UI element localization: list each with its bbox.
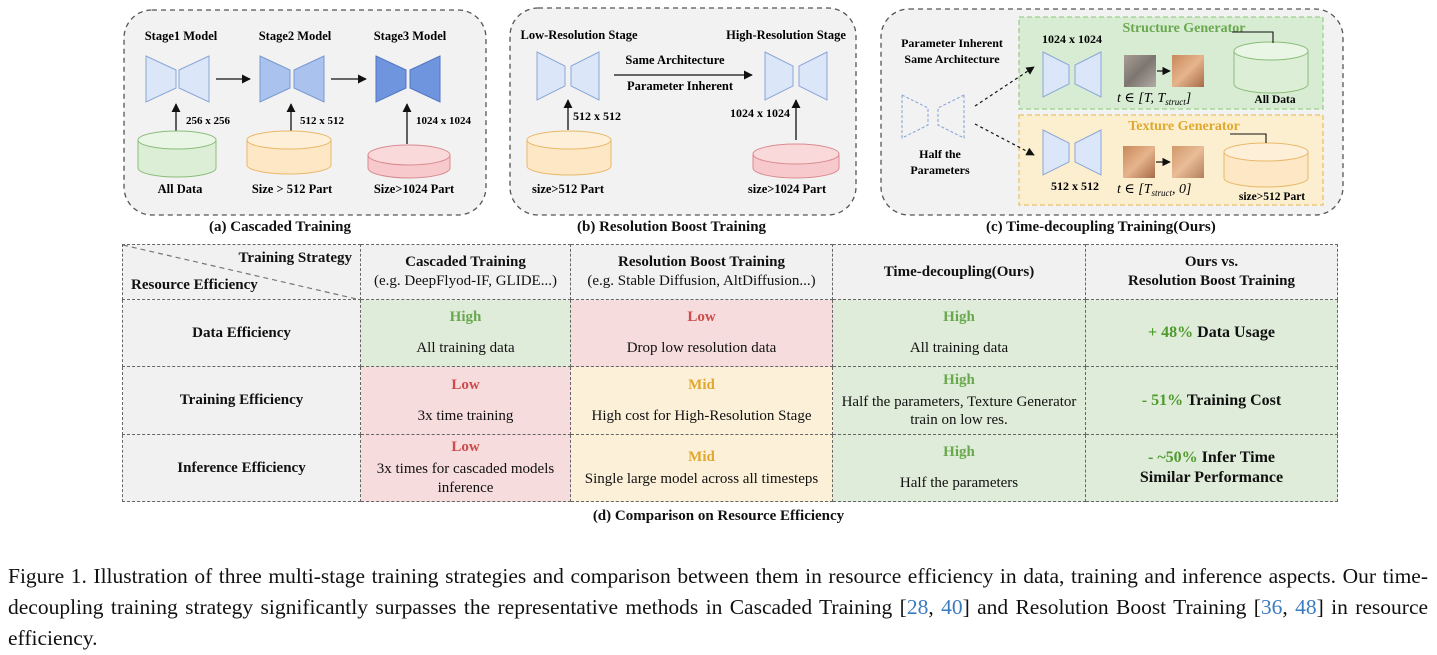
half-line1: Half the <box>919 147 961 161</box>
cell-inference-cascaded: Low 3x times for cascaded models inferenc… <box>360 434 571 502</box>
res-1024-label: 1024 x 1024 <box>416 115 472 127</box>
header-time-decoupling: Time-decoupling(Ours) <box>832 244 1086 300</box>
structure-feed-line <box>1232 31 1274 43</box>
cell-data-ours: High All training data <box>832 299 1086 367</box>
citation-link[interactable]: 48 <box>1295 595 1317 619</box>
caption-c: (c) Time-decoupling Training(Ours) <box>986 219 1216 235</box>
all-data-label: All Data <box>158 182 204 196</box>
stage1-model-icon <box>145 55 210 103</box>
figure-caption: Figure 1. Illustration of three multi-st… <box>8 564 1429 650</box>
caption-b: (b) Resolution Boost Training <box>577 219 767 235</box>
res-512-label: 512 x 512 <box>300 115 345 127</box>
cell-training-compare: - 51% Training Cost <box>1085 366 1338 435</box>
citation-link[interactable]: 28 <box>906 595 929 619</box>
citation-link[interactable]: 40 <box>941 595 963 619</box>
cell-inference-compare: - ~50% Infer Time Similar Performance <box>1085 434 1338 502</box>
high-res-model-icon <box>764 51 828 101</box>
corner-resource-efficiency: Resource Efficiency <box>131 277 258 294</box>
texture-res-label: 512 x 512 <box>1051 179 1099 193</box>
table-row: Training Efficiency Low 3x time training … <box>122 366 1338 435</box>
corner-training-strategy: Training Strategy <box>238 250 352 266</box>
panel-a-cascaded: Stage1 Model Stage2 Model Stage3 Model 2… <box>123 9 487 216</box>
structure-res-label: 1024 x 1024 <box>1042 32 1102 46</box>
high-res-database-icon <box>752 143 840 179</box>
row-label-data: Data Efficiency <box>122 299 361 367</box>
cell-data-boost: Low Drop low resolution data <box>570 299 833 367</box>
low-res-model-icon <box>536 51 600 101</box>
cell-training-boost: Mid High cost for High-Resolution Stage <box>570 366 833 435</box>
stage3-label: Stage3 Model <box>374 29 447 43</box>
coarse-image-icon <box>1172 55 1204 87</box>
parameter-inherent-label: Parameter Inherent <box>627 79 734 93</box>
noise-image-icon <box>1124 55 1156 87</box>
high-res-label: 1024 x 1024 <box>730 106 790 120</box>
high-data-label: size>1024 Part <box>748 182 827 196</box>
texture-data-database-icon <box>1223 142 1309 188</box>
half-line2: Parameters <box>910 163 970 177</box>
stage1-label: Stage1 Model <box>145 29 218 43</box>
cell-inference-ours: High Half the parameters <box>832 434 1086 502</box>
structure-data-label: All Data <box>1254 94 1295 106</box>
texture-output-image-icon <box>1172 146 1204 178</box>
panel-c-time-decoupling: Structure Generator Texture Generator Pa… <box>880 8 1344 216</box>
cell-data-cascaded: High All training data <box>360 299 571 367</box>
half-parameters-model-icon <box>901 94 965 139</box>
structure-model-icon <box>1042 51 1102 98</box>
high-stage-label: High-Resolution Stage <box>726 28 846 42</box>
stage2-label: Stage2 Model <box>259 29 332 43</box>
texture-time-label: t ∈ [Tstruct, 0] <box>1117 182 1191 198</box>
low-res-label: 512 x 512 <box>573 109 621 123</box>
texture-data-label: size>512 Part <box>1239 191 1305 203</box>
caption-a: (a) Cascaded Training <box>209 219 351 235</box>
stage2-model-icon <box>259 55 325 103</box>
table-row: Inference Efficiency Low 3x times for cas… <box>122 434 1338 502</box>
structure-generator-title: Structure Generator <box>1123 21 1246 36</box>
header-resolution-boost: Resolution Boost Training (e.g. Stable Di… <box>570 244 833 300</box>
cell-inference-boost: Mid Single large model across all timeste… <box>570 434 833 502</box>
cell-training-ours: High Half the parameters, Texture Generat… <box>832 366 1086 435</box>
row-label-inference: Inference Efficiency <box>122 434 361 502</box>
row-label-training: Training Efficiency <box>122 366 361 435</box>
res-256-label: 256 x 256 <box>186 115 231 127</box>
header-cascaded: Cascaded Training (e.g. DeepFlyod-IF, GLI… <box>360 244 571 300</box>
structure-time-label: t ∈ [T, Tstruct] <box>1117 91 1191 107</box>
table-row: Data Efficiency High All training data Lo… <box>122 299 1338 367</box>
diagrams-canvas: Stage1 Model Stage2 Model Stage3 Model 2… <box>123 7 1344 216</box>
corner-diagonal <box>123 245 361 300</box>
caption-d: (d) Comparison on Resource Efficiency <box>592 508 845 524</box>
low-stage-label: Low-Resolution Stage <box>520 28 637 42</box>
table-corner-cell: Training Strategy Resource Efficiency <box>122 244 361 300</box>
citation-link[interactable]: 36 <box>1260 595 1283 619</box>
cell-training-cascaded: Low 3x time training <box>360 366 571 435</box>
size512-database-icon <box>246 130 332 175</box>
size1024-label: Size>1024 Part <box>374 182 455 196</box>
header-ours-vs: Ours vs. Resolution Boost Training <box>1085 244 1338 300</box>
low-res-database-icon <box>526 130 612 176</box>
inherit-line1: Parameter Inherent <box>901 36 1003 50</box>
all-data-database-icon <box>137 130 217 178</box>
panel-b-resolution-boost: Low-Resolution Stage High-Resolution Sta… <box>509 7 857 216</box>
inherit-line2: Same Architecture <box>904 52 1000 66</box>
texture-generator-title: Texture Generator <box>1128 119 1240 134</box>
same-architecture-label: Same Architecture <box>625 53 725 67</box>
size1024-database-icon <box>367 144 451 179</box>
cell-data-compare: + 48% Data Usage <box>1085 299 1338 367</box>
stage3-model-icon <box>375 55 441 103</box>
texture-feed-line <box>1230 133 1267 143</box>
structure-data-database-icon <box>1233 41 1309 94</box>
texture-input-image-icon <box>1123 146 1155 178</box>
comparison-table: Training Strategy Resource Efficiency Ca… <box>122 244 1338 502</box>
texture-model-icon <box>1042 129 1102 176</box>
low-data-label: size>512 Part <box>532 182 605 196</box>
table-header-row: Training Strategy Resource Efficiency Ca… <box>122 244 1338 300</box>
size512-label: Size > 512 Part <box>252 182 333 196</box>
